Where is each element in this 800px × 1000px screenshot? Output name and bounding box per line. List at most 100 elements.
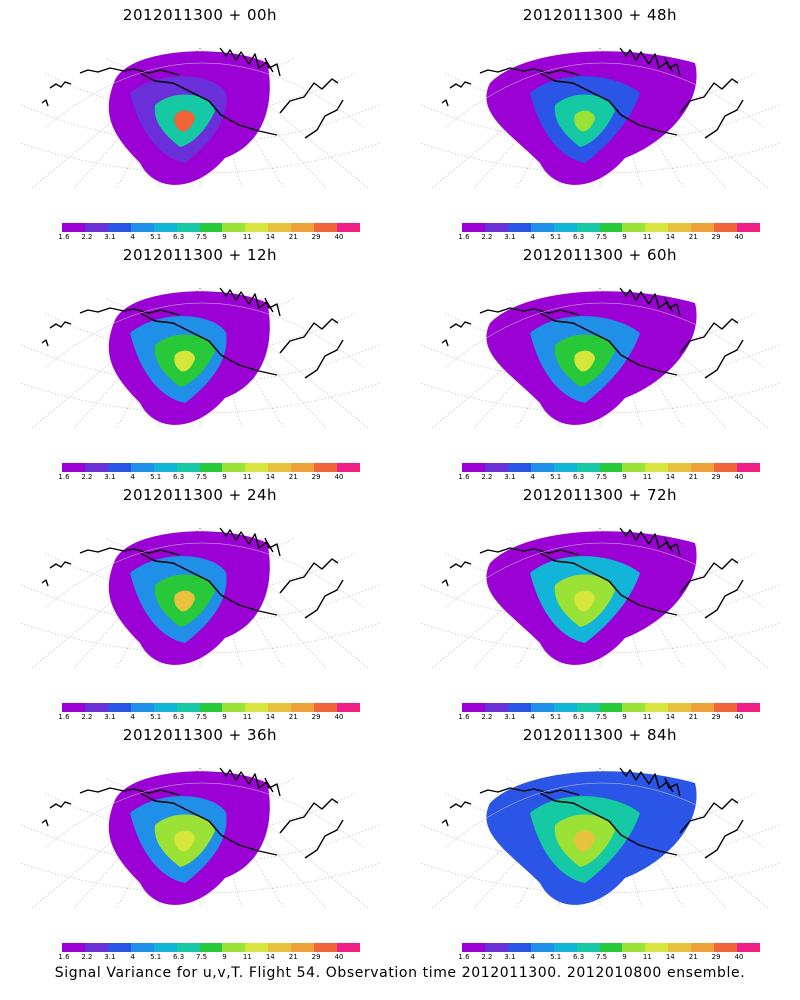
colorbar-swatch [691,463,715,472]
panel-title: 2012011300 + 48h [522,6,678,24]
colorbar-tick-label: 7.5 [195,233,208,241]
colorbar-swatch [107,703,131,712]
colorbar-swatch [199,943,223,952]
colorbar-swatch [84,463,108,472]
colorbar-tick-label: 9 [622,713,627,721]
map-plot [420,47,780,189]
colorbar [62,223,360,232]
colorbar-swatch [153,703,177,712]
colorbar-tick-label: 9 [622,953,627,961]
colorbar-tick-label: 3.1 [504,473,516,481]
colorbar-swatch [107,943,131,952]
colorbar-tick-label: 3.1 [504,233,516,241]
colorbar-swatch [530,463,554,472]
colorbar-swatch [314,943,338,952]
colorbar-swatch [222,463,246,472]
colorbar-tick-label: 9 [222,953,227,961]
colorbar-swatch [291,703,315,712]
colorbar-tick-label: 2.2 [481,473,493,481]
coastline [41,47,344,139]
panel-title: 2012011300 + 12h [122,246,278,264]
colorbar-swatch [314,463,338,472]
colorbar-swatch [622,943,646,952]
colorbar-swatch [291,943,315,952]
colorbar-tick-label: 14 [265,953,275,961]
colorbar-tick-label: 5.1 [150,233,162,241]
colorbar-tick-label: 21 [688,713,698,721]
variance-contour-3 [574,590,595,612]
colorbar-tick-label: 29 [311,233,321,241]
colorbar-swatch [199,703,223,712]
colorbar-tick-label: 6.3 [173,713,185,721]
colorbar-tick-label: 4 [130,713,135,721]
colorbar-swatch [737,223,760,232]
panel-title: 2012011300 + 84h [522,726,678,744]
colorbar-tick-label: 14 [665,233,675,241]
colorbar-tick-label: 7.5 [595,713,608,721]
colorbar-swatch [176,703,200,712]
colorbar-swatch [199,223,223,232]
colorbar-tick-label: 6.3 [573,473,585,481]
colorbar-tick-label: 1.6 [458,953,470,961]
colorbar-tick-label: 9 [622,473,627,481]
map-panel: 2012011300 + 84h 1.6 2.2 3.1 4 5.1 6.3 7.5 9 11 14… [400,720,800,961]
colorbar-tick-label: 5.1 [150,473,162,481]
colorbar-swatch [222,703,246,712]
panel-title: 2012011300 + 60h [522,246,678,264]
colorbar-swatch [576,943,600,952]
map-panel: 2012011300 + 48h 1.6 2.2 3.1 4 5.1 6.3 7.5 9 11 14… [400,0,800,241]
colorbar-tick-label: 7.5 [595,473,608,481]
colorbar-swatch [530,223,554,232]
colorbar-swatch [84,703,108,712]
colorbar-tick-label: 14 [665,953,675,961]
colorbar-tick-label: 21 [688,473,698,481]
colorbar-tick-label: 14 [265,473,275,481]
colorbar-tick-label: 21 [288,953,298,961]
colorbar-swatch [691,223,715,232]
panel-title: 2012011300 + 72h [522,486,678,504]
colorbar-tick-label: 21 [288,713,298,721]
colorbar-swatch [714,463,738,472]
colorbar-swatch [553,943,577,952]
variance-contour-3 [174,350,195,372]
colorbar-swatch [130,943,154,952]
colorbar-tick-label: 2.2 [81,233,93,241]
colorbar-swatch [62,223,85,232]
colorbar-swatch [484,703,508,712]
colorbar-tick-label: 4 [130,953,135,961]
colorbar-swatch [622,223,646,232]
colorbar-swatch [599,223,623,232]
colorbar-tick-label: 7.5 [595,953,608,961]
colorbar-swatch [176,463,200,472]
colorbar-tick-label: 29 [311,473,321,481]
colorbar-swatch [462,223,485,232]
map-panel: 2012011300 + 12h 1.6 2.2 3.1 4 5.1 6.3 7.5 9 11 14… [0,240,400,481]
map-plot [420,767,780,909]
colorbar-swatch [268,703,292,712]
colorbar-tick-label: 29 [311,953,321,961]
colorbar-swatch [176,223,200,232]
coastline [41,287,344,379]
colorbar-tick-label: 14 [665,713,675,721]
colorbar-tick-label: 9 [622,233,627,241]
colorbar [462,223,760,232]
colorbar-swatch [268,943,292,952]
colorbar-swatch [222,223,246,232]
colorbar-tick-label: 40 [334,233,344,241]
colorbar-swatch [62,943,85,952]
colorbar-swatch [153,463,177,472]
colorbar-swatch [199,463,223,472]
colorbar-swatch [107,463,131,472]
colorbar-tick-label: 21 [288,473,298,481]
colorbar-swatch [245,223,269,232]
colorbar-tick-label: 11 [642,713,652,721]
coastline [41,527,344,619]
colorbar-swatch [507,943,531,952]
colorbar-tick-label: 2.2 [481,233,493,241]
colorbar-swatch [714,943,738,952]
colorbar-tick-label: 2.2 [481,713,493,721]
colorbar-tick-label: 7.5 [195,953,208,961]
colorbar-tick-label: 40 [734,953,744,961]
colorbar-swatch [245,703,269,712]
map-panel: 2012011300 + 36h 1.6 2.2 3.1 4 5.1 6.3 7.5 9 11 14… [0,720,400,961]
